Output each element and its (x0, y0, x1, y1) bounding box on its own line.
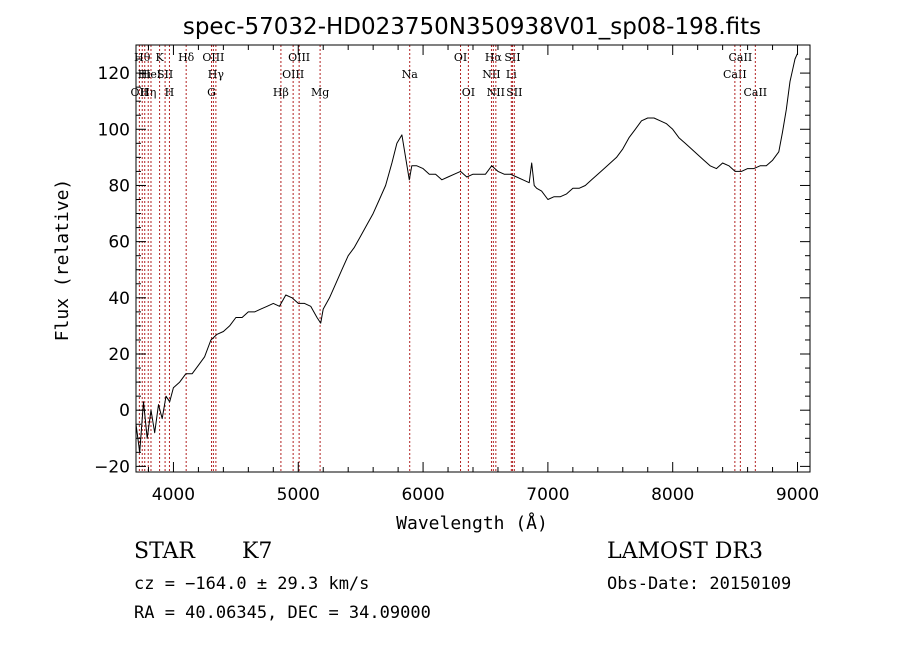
axis-ticks: 4000 5000 6000 7000 8000 9000 −20 0 20 40 60 80 100 1… (94, 45, 819, 505)
redshift-readout: cz = −164.0 ± 29.3 km/s (134, 574, 370, 594)
emission-line-label: NII (487, 86, 505, 99)
y-axis-label: Flux (relative) (52, 179, 73, 342)
emission-line-label: Hθ (134, 51, 151, 64)
x-tick-label: 4000 (152, 485, 195, 505)
emission-line-markers: OIIHθHιHηHeIKSIIHHδGOIIIHγHβOIIIOIIIMgNa… (131, 45, 767, 472)
y-tick-label: 20 (108, 345, 130, 365)
emission-line-label: HeI (141, 68, 161, 81)
emission-line-label: Li (506, 68, 517, 81)
emission-line-label: OIII (282, 68, 304, 81)
emission-line-label: SII (157, 68, 173, 81)
emission-line-label: Hβ (273, 86, 289, 99)
emission-line-label: Hγ (208, 68, 225, 81)
emission-line-label: Mg (311, 86, 329, 99)
x-tick-label: 8000 (651, 485, 694, 505)
y-tick-label: 60 (108, 233, 130, 253)
y-tick-label: −20 (94, 457, 130, 477)
plot-frame (135, 44, 811, 473)
x-tick-label: 9000 (776, 485, 819, 505)
emission-line-label: Hη (140, 86, 156, 99)
emission-line-label: K (155, 51, 164, 64)
x-tick-label: 7000 (526, 485, 569, 505)
x-axis-label: Wavelength (Å) (396, 512, 548, 534)
y-tick-label: 0 (119, 401, 130, 421)
y-tick-label: 40 (108, 289, 130, 309)
emission-line-label: Hα (485, 51, 503, 64)
emission-line-label: NII (482, 68, 500, 81)
spectral-subclass: K7 (242, 539, 273, 564)
emission-line-label: CaII (743, 86, 767, 99)
x-tick-label: 6000 (401, 485, 444, 505)
emission-line-label: Na (402, 68, 419, 81)
obs-date: Obs-Date: 20150109 (607, 574, 792, 594)
emission-line-label: OI (462, 86, 475, 99)
spectrum-line-layer (135, 53, 798, 453)
emission-line-label: H (165, 86, 175, 99)
y-tick-label: 100 (98, 120, 130, 140)
y-tick-label: 120 (98, 64, 130, 84)
y-tick-label: 80 (108, 176, 130, 196)
emission-line-label: OIII (288, 51, 310, 64)
survey-name: LAMOST DR3 (607, 539, 763, 564)
emission-line-label: SII (504, 51, 520, 64)
object-type: STAR (134, 539, 195, 564)
emission-line-label: Hδ (178, 51, 195, 64)
emission-line-label: OI (454, 51, 467, 64)
emission-line-label: OII (131, 86, 149, 99)
x-tick-label: 5000 (277, 485, 320, 505)
spectrum-series-line (135, 53, 798, 453)
coordinates: RA = 40.06345, DEC = 34.09000 (134, 603, 431, 623)
emission-line-label: CaII (723, 68, 747, 81)
emission-line-label: SII (506, 86, 522, 99)
emission-line-label: G (207, 86, 216, 99)
chart-title: spec-57032-HD023750N350938V01_sp08-198.f… (183, 14, 761, 40)
emission-line-label: OIII (202, 51, 224, 64)
emission-line-label: CaII (729, 51, 753, 64)
